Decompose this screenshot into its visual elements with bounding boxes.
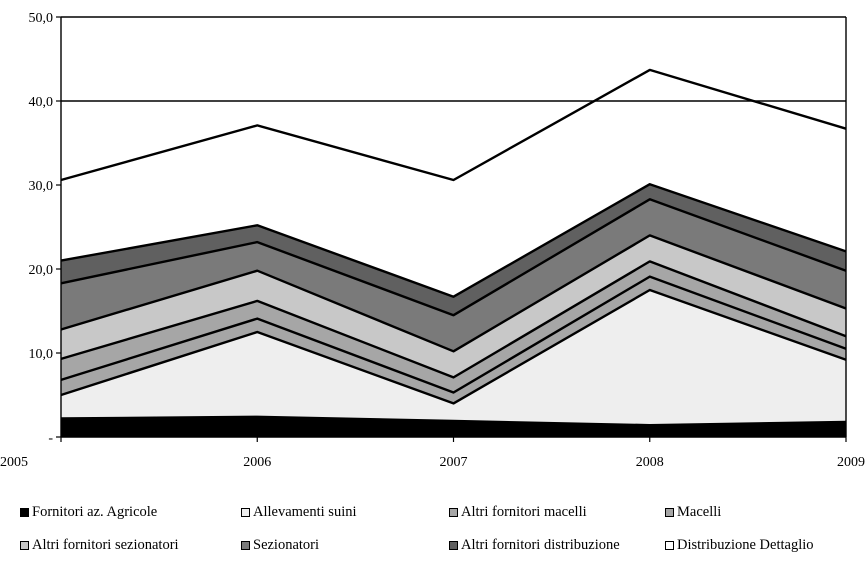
x-axis-ticks: 2005 2006 2007 2008 2009 (0, 437, 865, 470)
chart-areas (61, 70, 846, 437)
y-tick-label: 10,0 (29, 347, 54, 362)
y-tick-label: 40,0 (29, 95, 54, 110)
y-axis-ticks: - 10,0 20,0 30,0 40,0 50,0 (29, 11, 62, 446)
x-tick-label: 2008 (636, 455, 664, 470)
x-tick-label: 2009 (837, 455, 865, 470)
x-tick-label: 2006 (243, 455, 271, 470)
y-tick-label: - (48, 431, 53, 446)
x-tick-label: 2007 (440, 455, 468, 470)
y-tick-label: 20,0 (29, 263, 54, 278)
y-tick-label: 50,0 (29, 11, 54, 26)
x-tick-label: 2005 (0, 455, 28, 470)
y-tick-label: 30,0 (29, 179, 54, 194)
